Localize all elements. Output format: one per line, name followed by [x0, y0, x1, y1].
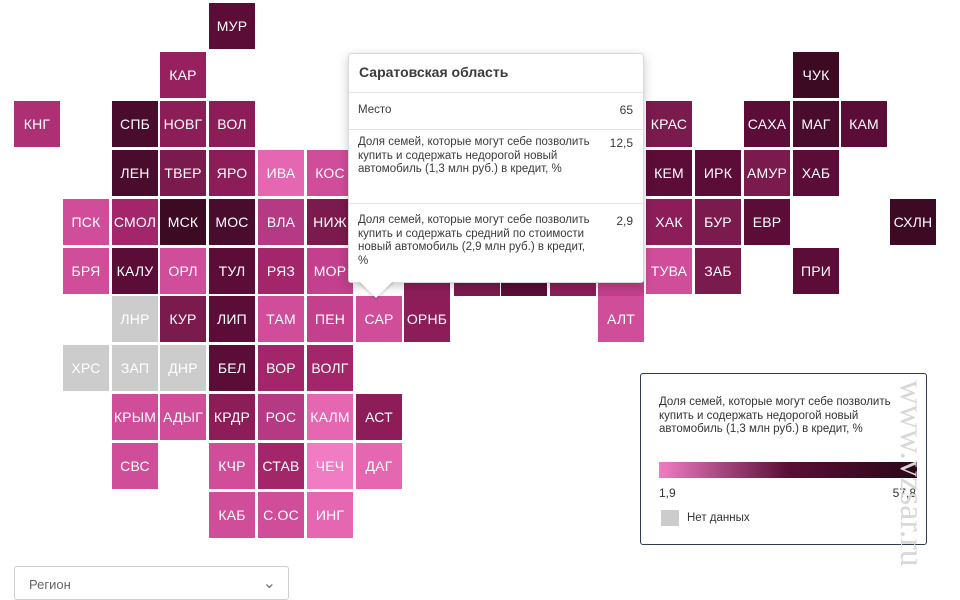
- region-tile[interactable]: АЛТ: [598, 296, 644, 342]
- region-tile[interactable]: СМОЛ: [112, 199, 158, 245]
- region-tile[interactable]: ЛЕН: [112, 150, 158, 196]
- no-data-label: Нет данных: [687, 512, 750, 524]
- region-tile[interactable]: МОР: [307, 248, 353, 294]
- region-tile[interactable]: МУР: [209, 3, 255, 49]
- tooltip-row-value: 2,9: [616, 214, 633, 228]
- tooltip-row-cheap-car: Доля семей, которые могут себе позволить…: [349, 129, 643, 205]
- region-tile[interactable]: ЧЕЧ: [307, 443, 353, 489]
- tooltip-row-label: Доля семей, которые могут себе позволить…: [358, 136, 590, 175]
- region-tile[interactable]: ЗАП: [112, 345, 158, 391]
- region-tile[interactable]: ИНГ: [307, 492, 353, 538]
- region-tile[interactable]: ПСК: [63, 199, 109, 245]
- legend-panel: Доля семей, которые могут себе позволить…: [640, 373, 927, 545]
- region-tile[interactable]: ОРЛ: [160, 248, 206, 294]
- region-tile[interactable]: КАР: [160, 52, 206, 98]
- region-tile[interactable]: КАЛУ: [112, 248, 158, 294]
- region-tile[interactable]: ПЕН: [307, 296, 353, 342]
- region-tile[interactable]: МАГ: [793, 101, 839, 147]
- region-tile[interactable]: ЗАБ: [695, 248, 741, 294]
- region-tile[interactable]: ХРС: [63, 345, 109, 391]
- region-tile[interactable]: КУР: [160, 296, 206, 342]
- region-tile[interactable]: СВС: [112, 443, 158, 489]
- region-tile[interactable]: ИРК: [695, 150, 741, 196]
- legend-color-scale: [659, 462, 917, 478]
- region-tile[interactable]: КРАС: [646, 101, 692, 147]
- region-tile[interactable]: МСК: [160, 199, 206, 245]
- region-tile[interactable]: ЯРО: [209, 150, 255, 196]
- region-tile[interactable]: АМУР: [744, 150, 790, 196]
- tooltip-row-value: 65: [619, 103, 633, 117]
- region-tile[interactable]: ХАК: [646, 199, 692, 245]
- chevron-down-icon: ⌄: [262, 575, 276, 592]
- region-tile[interactable]: КОС: [307, 150, 353, 196]
- region-tile[interactable]: ТУВА: [646, 248, 692, 294]
- region-tile[interactable]: БЕЛ: [209, 345, 255, 391]
- region-tile[interactable]: РЯЗ: [258, 248, 304, 294]
- tooltip-title: Саратовская область: [359, 64, 509, 80]
- region-tile[interactable]: СПБ: [112, 101, 158, 147]
- region-tile[interactable]: АДЫГ: [160, 394, 206, 440]
- region-tile[interactable]: КРДР: [209, 394, 255, 440]
- region-tile[interactable]: БУР: [695, 199, 741, 245]
- region-tile[interactable]: КРЫМ: [112, 394, 158, 440]
- region-tile[interactable]: ХАБ: [793, 150, 839, 196]
- legend-min-label: 1,9: [659, 486, 676, 500]
- region-tooltip: Саратовская область Место 65 Доля семей,…: [348, 53, 644, 283]
- region-tile[interactable]: СХЛН: [890, 199, 936, 245]
- region-select[interactable]: Регион ⌄: [14, 566, 289, 600]
- region-tile[interactable]: БРЯ: [63, 248, 109, 294]
- region-tile[interactable]: ВОЛ: [209, 101, 255, 147]
- region-tile[interactable]: ОРНБ: [404, 296, 450, 342]
- no-data-swatch: [661, 510, 679, 526]
- region-tile[interactable]: ЕВР: [744, 199, 790, 245]
- region-tile[interactable]: ВОР: [258, 345, 304, 391]
- region-tile[interactable]: КЧР: [209, 443, 255, 489]
- tooltip-row-value: 12,5: [609, 136, 633, 150]
- region-tile[interactable]: ЛНР: [112, 296, 158, 342]
- region-tile[interactable]: ЧУК: [793, 52, 839, 98]
- region-tile[interactable]: ТВЕР: [160, 150, 206, 196]
- region-tile[interactable]: ТУЛ: [209, 248, 255, 294]
- region-tile[interactable]: ИВА: [258, 150, 304, 196]
- region-tile[interactable]: ВЛА: [258, 199, 304, 245]
- region-tile[interactable]: КАМ: [841, 101, 887, 147]
- region-tile[interactable]: КНГ: [14, 101, 60, 147]
- region-tile[interactable]: ЛИП: [209, 296, 255, 342]
- region-tile[interactable]: АСТ: [356, 394, 402, 440]
- region-tile[interactable]: КАЛМ: [307, 394, 353, 440]
- legend-max-label: 57,8: [892, 486, 916, 500]
- region-tile[interactable]: КАБ: [209, 492, 255, 538]
- region-tile[interactable]: ВОЛГ: [307, 345, 353, 391]
- tooltip-row-label: Место: [358, 104, 392, 116]
- tooltip-row-mid-car: Доля семей, которые могут себе позволить…: [349, 203, 643, 280]
- tooltip-arrow: [358, 280, 394, 298]
- region-tile[interactable]: НИЖ: [307, 199, 353, 245]
- region-tile[interactable]: САР: [356, 296, 402, 342]
- region-tile[interactable]: ДАГ: [356, 443, 402, 489]
- legend-title: Доля семей, которые могут себе позволить…: [659, 396, 891, 435]
- region-tile[interactable]: САХА: [744, 101, 790, 147]
- region-tile[interactable]: МОС: [209, 199, 255, 245]
- region-tile[interactable]: С.ОС: [258, 492, 304, 538]
- region-tile[interactable]: РОС: [258, 394, 304, 440]
- tooltip-row-rank: Место 65: [349, 92, 643, 133]
- region-tile[interactable]: НОВГ: [160, 101, 206, 147]
- region-tile[interactable]: ТАМ: [258, 296, 304, 342]
- region-tile[interactable]: ПРИ: [793, 248, 839, 294]
- region-tile[interactable]: КЕМ: [646, 150, 692, 196]
- region-tile[interactable]: ДНР: [160, 345, 206, 391]
- region-tile[interactable]: СТАВ: [258, 443, 304, 489]
- tooltip-row-label: Доля семей, которые могут себе позволить…: [358, 214, 590, 267]
- watermark: www.vzsar.ru: [730, 380, 930, 567]
